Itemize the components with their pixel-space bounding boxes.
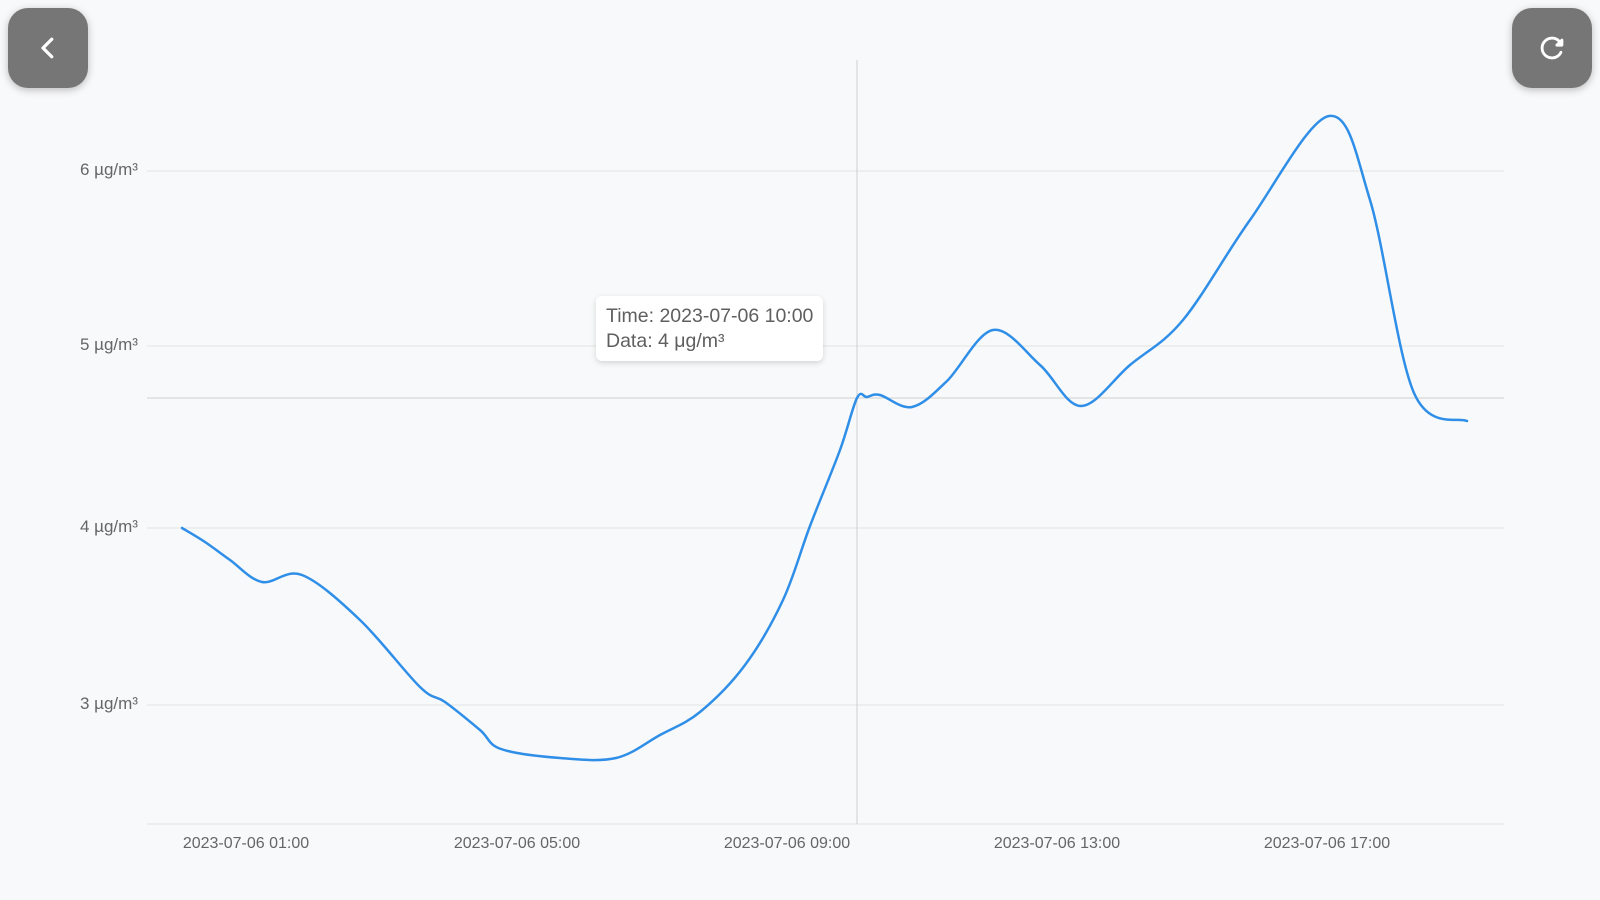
svg-text:3 µg/m³: 3 µg/m³ <box>80 694 138 713</box>
svg-text:2023-07-06 17:00: 2023-07-06 17:00 <box>1264 835 1390 852</box>
svg-text:4 µg/m³: 4 µg/m³ <box>80 517 138 536</box>
svg-text:2023-07-06 05:00: 2023-07-06 05:00 <box>454 835 580 852</box>
svg-text:2023-07-06 01:00: 2023-07-06 01:00 <box>183 835 309 852</box>
svg-text:2023-07-06 13:00: 2023-07-06 13:00 <box>994 835 1120 852</box>
svg-text:5 µg/m³: 5 µg/m³ <box>80 335 138 354</box>
svg-text:2023-07-06 09:00: 2023-07-06 09:00 <box>724 835 850 852</box>
svg-text:6 µg/m³: 6 µg/m³ <box>80 160 138 179</box>
